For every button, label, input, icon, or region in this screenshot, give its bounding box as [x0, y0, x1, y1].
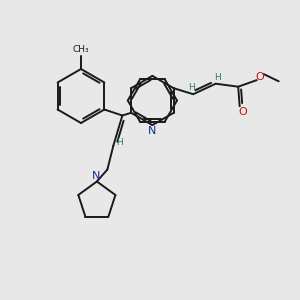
- Text: O: O: [255, 72, 264, 82]
- Text: N: N: [148, 125, 157, 136]
- Text: CH₃: CH₃: [73, 45, 89, 54]
- Text: H: H: [188, 83, 195, 92]
- Text: H: H: [117, 138, 123, 147]
- Text: H: H: [214, 73, 220, 82]
- Text: N: N: [92, 171, 100, 181]
- Text: O: O: [238, 107, 247, 117]
